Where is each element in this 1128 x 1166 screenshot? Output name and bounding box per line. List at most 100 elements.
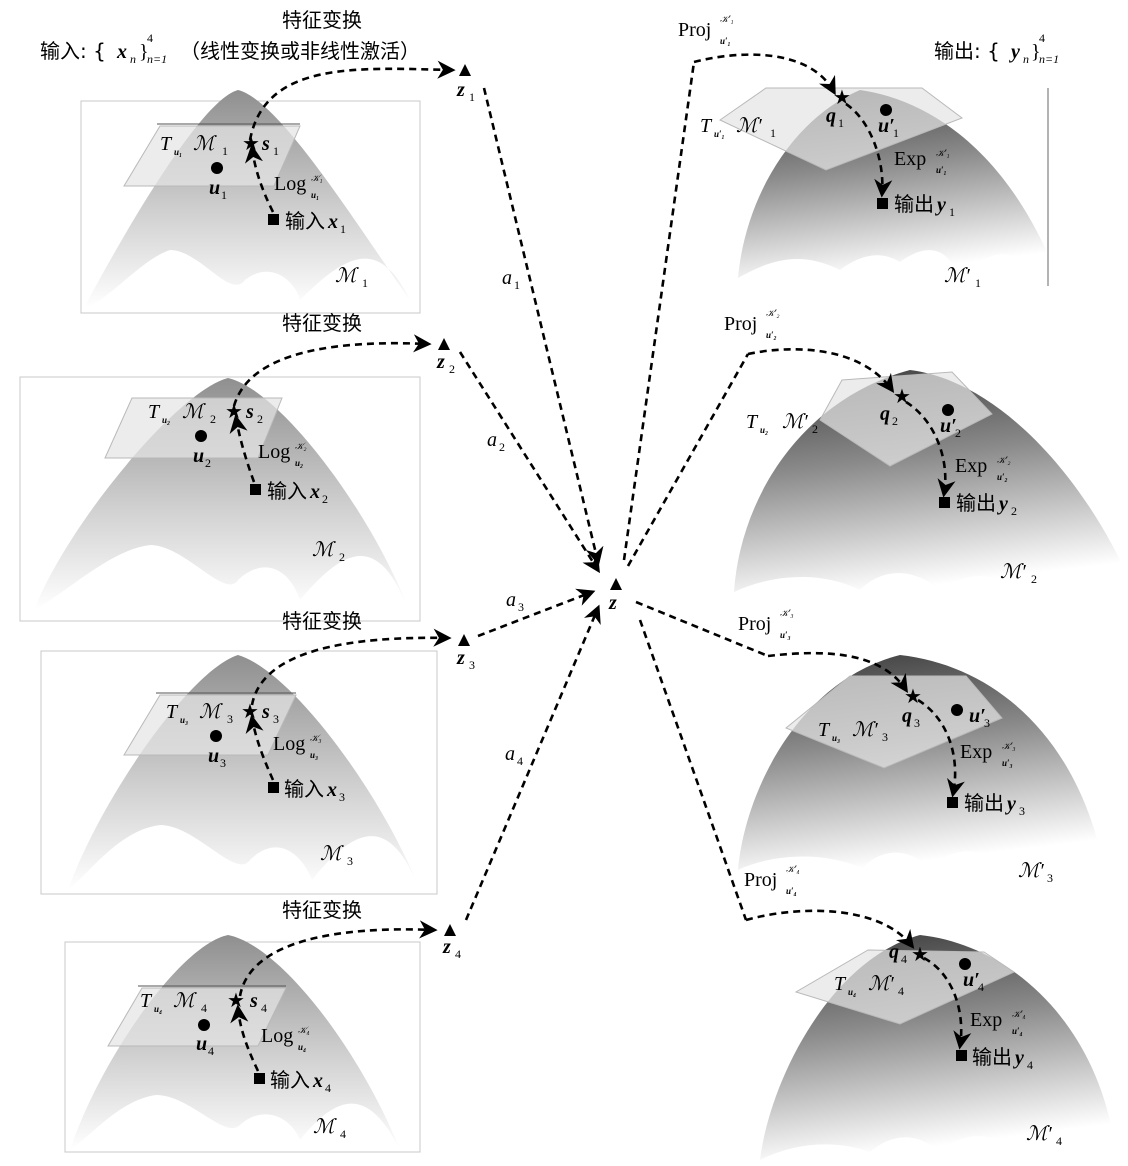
tangent-manifold-sub: 3: [227, 712, 233, 726]
edge-z1-to-z: [482, 87, 604, 566]
input-point-square-icon: [268, 782, 279, 793]
z-sub: 3: [469, 658, 475, 672]
exp-sup: 𝒦′₁: [936, 148, 949, 158]
edge-z-to-out1: [622, 61, 696, 561]
output-tangent-plane-1: [719, 87, 964, 171]
input-tangent-label-3: T u₃ ℳ 3: [166, 701, 233, 726]
output-point-square-icon: [947, 797, 958, 808]
tangent-u: u₂: [760, 425, 768, 435]
tangent-manifold-sub: 4: [898, 984, 904, 998]
output-tangent-plane-2: [819, 371, 993, 467]
log-map-arrow: [229, 414, 256, 483]
input-panel-2-frame: [19, 376, 421, 622]
z-triangle-icon: [438, 338, 450, 350]
log-sup: 𝒦₁: [311, 173, 323, 183]
manifold-sub: 4: [1056, 1134, 1062, 1148]
input-var: x: [326, 779, 337, 801]
tangent-manifold: ℳ: [193, 133, 217, 155]
weight-label: a: [506, 589, 516, 611]
proj-arrow: [745, 909, 915, 949]
log-sup: 𝒦₂: [295, 441, 307, 451]
log-sub: u₁: [311, 190, 319, 200]
exp-sub: u′₂: [997, 472, 1008, 482]
tangent-u: u₃: [180, 715, 188, 725]
output-point-square-icon: [939, 497, 950, 508]
tangent-T: T: [818, 719, 831, 741]
tangent-manifold: ℳ′: [782, 411, 808, 433]
feature-transform-arrow: [238, 920, 438, 997]
input-manifold-2: [34, 378, 408, 610]
tangent-T: T: [746, 411, 759, 433]
weight-label: a: [502, 267, 512, 289]
proj-sup: 𝒦′₄: [786, 864, 799, 874]
tangent-T: T: [700, 115, 713, 137]
input-manifold-3: [68, 655, 420, 890]
output-point-square-icon: [877, 198, 888, 209]
proj-label: Proj: [678, 19, 711, 41]
origin-label: u: [193, 445, 204, 467]
weight-label: a: [505, 743, 515, 765]
log-label: Log: [274, 173, 306, 195]
tangent-point-sub: 4: [261, 1001, 267, 1015]
input-point-square-icon: [268, 214, 279, 225]
output-var-sub: 2: [1011, 504, 1017, 518]
output-var-sub: 4: [1027, 1058, 1033, 1072]
outputs-header: 输出: { y n } 4 n=1: [934, 31, 1059, 66]
input-tangent-plane-3: [123, 694, 297, 756]
feature-transform-label: 特征变换: [282, 311, 362, 335]
proj-sup: 𝒦′₁: [720, 14, 733, 24]
proj-label: Proj: [738, 613, 771, 635]
outputs-header-prefix: 输出: {: [934, 39, 1000, 63]
inputs-header-brace: }: [139, 41, 149, 63]
proj-arrow: [747, 347, 895, 393]
input-point-square-icon: [254, 1073, 265, 1084]
input-var-sub: 4: [325, 1081, 331, 1095]
origin-label: u: [209, 177, 220, 199]
manifold-sub: 1: [362, 276, 368, 290]
exp-sub: u′₃: [1002, 758, 1013, 768]
input-var: x: [312, 1070, 323, 1092]
edge-z4-to-z: [464, 604, 601, 921]
exp-label: Exp: [894, 148, 926, 170]
z-label: z: [436, 351, 445, 373]
star-icon: ★: [904, 686, 922, 708]
origin-sub: 3: [220, 756, 226, 770]
origin-sub: 1: [893, 126, 899, 140]
proj-sub: u′₂: [766, 330, 777, 340]
origin-dot-icon: [942, 404, 954, 416]
exp-sub: u′₄: [1012, 1026, 1023, 1036]
tangent-point-sub: 3: [273, 712, 279, 726]
origin-dot-icon: [959, 958, 971, 970]
tangent-u: u₁: [174, 147, 182, 157]
origin-label: u: [208, 745, 219, 767]
inputs-header-var: x: [116, 41, 127, 63]
origin-sub: 1: [221, 188, 227, 202]
tangent-point-sub: 4: [901, 952, 907, 966]
output-word: 输出: [956, 491, 996, 515]
output-var-sub: 1: [949, 205, 955, 219]
tangent-manifold: ℳ: [173, 990, 197, 1012]
exp-sup: 𝒦′₃: [1002, 741, 1015, 751]
output-tangent-label-3: T u₃ ℳ′ 3: [818, 719, 888, 744]
log-label: Log: [258, 441, 290, 463]
feature-transform-label: 特征变换: [282, 8, 362, 32]
z-label: z: [456, 79, 465, 101]
log-map-arrow: [245, 714, 275, 781]
log-map-arrow: [244, 144, 275, 213]
tangent-T: T: [148, 401, 161, 423]
input-panel-3: T u₃ ℳ 3 ★ s 3 u 3 Log 𝒦₃ u₃ 输入 x 3 ℳ 3 …: [40, 589, 524, 895]
tangent-point-label: s: [249, 990, 258, 1012]
center-node-triangle: [610, 578, 622, 590]
manifold-label: ℳ: [335, 265, 359, 287]
center-node: z: [608, 578, 622, 614]
tangent-u: u₄: [848, 987, 856, 997]
inputs-header-range: n=1: [147, 52, 167, 66]
tangent-point-sub: 2: [892, 414, 898, 428]
exp-label: Exp: [955, 455, 987, 477]
tangent-u: u₃: [832, 733, 840, 743]
feature-transform-label: 特征变换: [282, 898, 362, 922]
log-sub: u₂: [295, 458, 303, 468]
log-map-arrow: [230, 1004, 260, 1072]
tangent-point-sub: 1: [838, 116, 844, 130]
z-label: z: [456, 647, 465, 669]
